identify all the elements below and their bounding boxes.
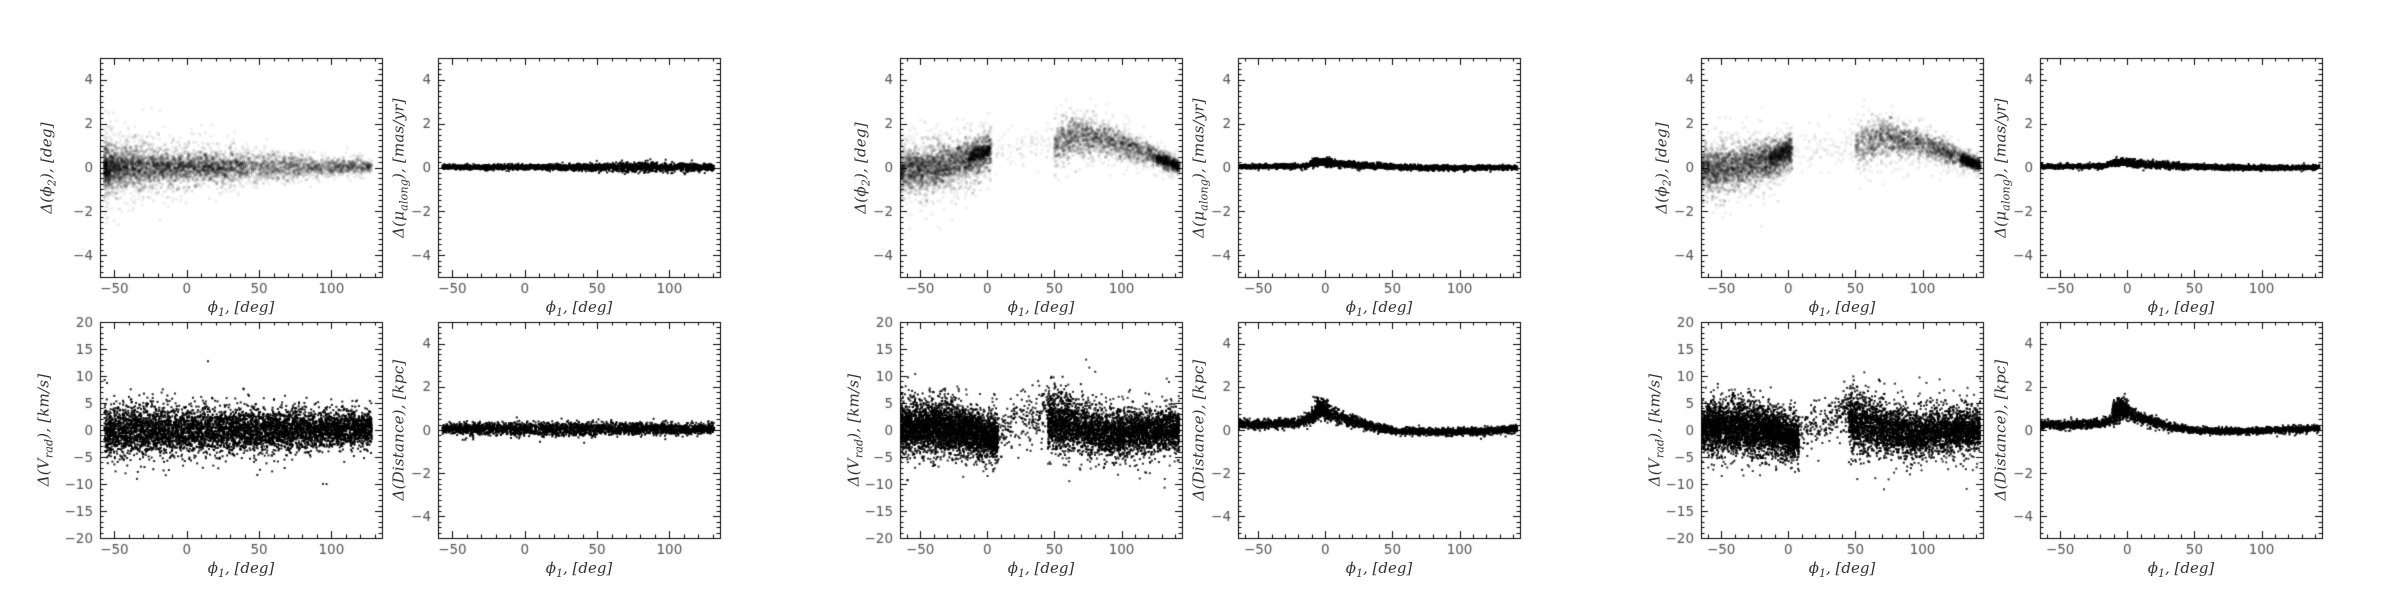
stream-residuals-figure: Δ(ϕ2), [deg] ϕ1, [deg] Δ(μalong), [mas/y…: [0, 0, 2400, 600]
plots-canvas: [0, 0, 2400, 600]
